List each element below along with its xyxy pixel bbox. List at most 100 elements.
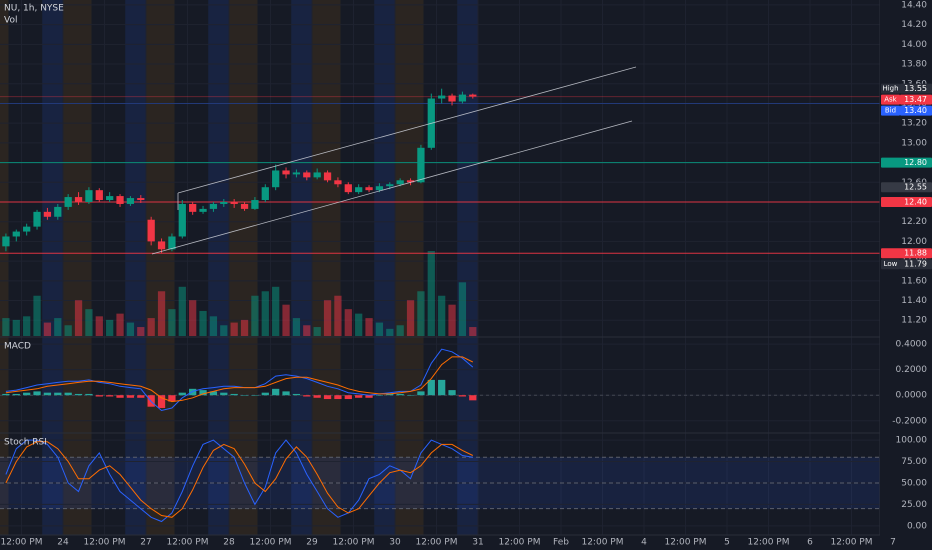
volume-bar [458,282,467,336]
volume-bar [157,291,166,336]
volume-bar [85,309,93,336]
macd-histogram-bar [126,395,135,398]
candle-body [54,206,62,217]
stoch-d-line [5,441,474,518]
volume-bar [189,300,197,336]
x-tick-label: 12:00 PM [747,538,789,548]
macd-histogram-bar [106,395,114,397]
macd-histogram-bar [33,391,41,396]
candle-body [137,198,145,201]
volume-bar [251,295,259,336]
macd-histogram-bar [438,379,446,396]
volume-bar [23,316,31,336]
x-tick-label: 4 [641,538,647,548]
candle-body [230,201,238,204]
candle-body [2,236,10,247]
candle-body [12,231,20,237]
macd-histogram-bar [303,395,311,397]
x-tick-label: 12:00 PM [830,538,872,548]
volume-bar [292,318,301,336]
candle-body [344,184,352,193]
macd-histogram-bar [469,395,477,401]
marks [0,88,880,523]
y-tick-label: -0.2000 [892,416,927,426]
volume-bar [12,319,20,336]
volume-bar [54,318,62,336]
x-tick-label: 24 [57,538,69,548]
y-tick-label: 11.40 [901,296,927,306]
volume-bar [74,300,83,336]
volume-bar [64,325,72,336]
price-tag [900,83,932,94]
volume-bar [375,322,384,336]
candle-body [458,94,467,102]
candle-body [365,187,373,191]
candle-body [147,219,155,242]
volume-bar [438,295,446,336]
volume-bar [406,300,415,336]
volume-bar [137,327,145,336]
macd-histogram-bar [334,395,342,400]
macd-histogram-bar [355,395,363,398]
tag-name-box [881,259,900,270]
candle-body [178,203,186,237]
y-tick-label: 0.4000 [896,340,928,350]
macd-histogram-bar [240,395,249,396]
candle-body [272,170,280,188]
candle-body [375,186,384,191]
macd-histogram-bar [74,393,83,396]
macd-histogram-bar [64,392,72,396]
volume-bar [147,318,155,336]
macd-histogram-bar [95,395,103,397]
tag-name-box [881,105,900,116]
premarket-shade [394,0,424,535]
volume-bar [261,291,269,336]
x-tick-label: Feb [553,538,569,548]
volume-bar [199,310,207,336]
candle-body [282,170,290,175]
volume-bar [303,325,311,336]
candle-body [220,201,228,204]
tag-name: Bid [885,107,896,115]
y-tick-label: 14.40 [901,0,927,10]
x-tick-label: 12:00 PM [498,538,540,548]
tag-name: Ask [884,96,897,104]
y-tick-label: 25.00 [901,500,927,510]
y-tick-label: 14.20 [901,20,927,30]
price-tag [881,157,932,168]
candle-body [323,172,332,181]
x-tick-label: 12:00 PM [166,538,208,548]
y-tick-label: 0.0000 [896,391,928,401]
premarket-shade [145,0,175,535]
candle-body [396,180,404,185]
volume-bar [469,327,477,336]
premarket-shade [62,0,92,535]
afterhours-shade [374,0,395,535]
price-tag [881,196,932,207]
volume-title: Vol [4,16,17,26]
macd-histogram-bar [261,392,269,396]
macd-histogram-bar [282,391,290,396]
volume-bar [220,325,228,336]
y-tick-label: 0.2000 [896,365,928,375]
price-tag-label: 13.47 [904,95,927,104]
y-tick-label: 50.00 [901,478,927,488]
candle-body [168,236,176,250]
candle-body [126,198,135,204]
candle-body [303,172,311,178]
price-tag [900,259,932,270]
macd-histogram-bar [23,392,31,396]
macd-histogram-bar [137,395,145,398]
x-tick-label: 5 [724,538,730,548]
volume-bar [95,316,103,336]
price-tag-label: 12.40 [904,197,927,206]
x-tick-label: 31 [472,538,483,548]
y-tick-label: 13.00 [901,138,927,148]
macd-histogram-bar [323,395,332,400]
x-tick-label: 12:00 PM [83,538,125,548]
price-tag [900,94,932,105]
tag-name-box [881,94,900,105]
y-tick-label: 11.60 [901,276,927,286]
volume-bar [230,322,238,336]
